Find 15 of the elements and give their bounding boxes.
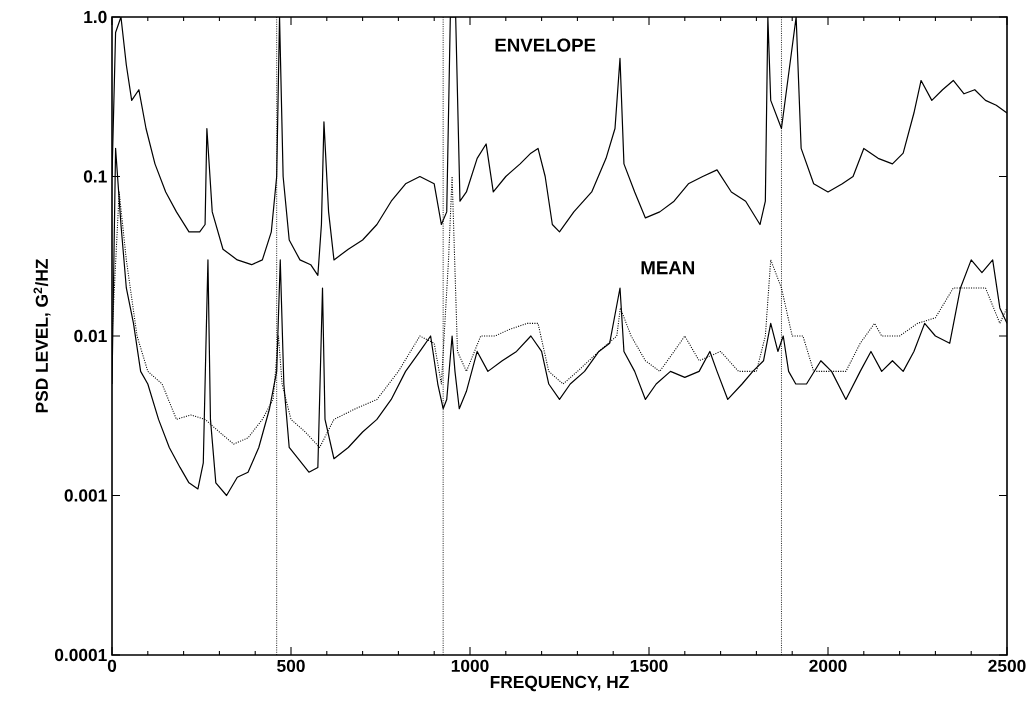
annotation: MEAN (641, 261, 695, 275)
x-axis-title: FREQUENCY, HZ (490, 675, 629, 692)
x-tick-label: 0 (107, 659, 117, 672)
annotation: ENVELOPE (495, 38, 596, 52)
y-tick-label: 0.01 (74, 329, 107, 343)
y-tick-label: 0.0001 (54, 648, 107, 662)
x-tick-label: 1500 (630, 659, 668, 672)
x-tick-label: 1000 (451, 659, 489, 672)
y-tick-label: 0.001 (64, 489, 107, 502)
x-tick-label: 2000 (809, 659, 847, 672)
y-tick-label: 0.1 (83, 170, 107, 183)
y-tick-label: 1.0 (84, 10, 107, 24)
y-axis-title: PSD LEVEL, G$^{2}$/HZ (33, 259, 51, 413)
x-tick-label: 500 (277, 659, 305, 672)
x-tick-label: 2500 (988, 659, 1026, 672)
